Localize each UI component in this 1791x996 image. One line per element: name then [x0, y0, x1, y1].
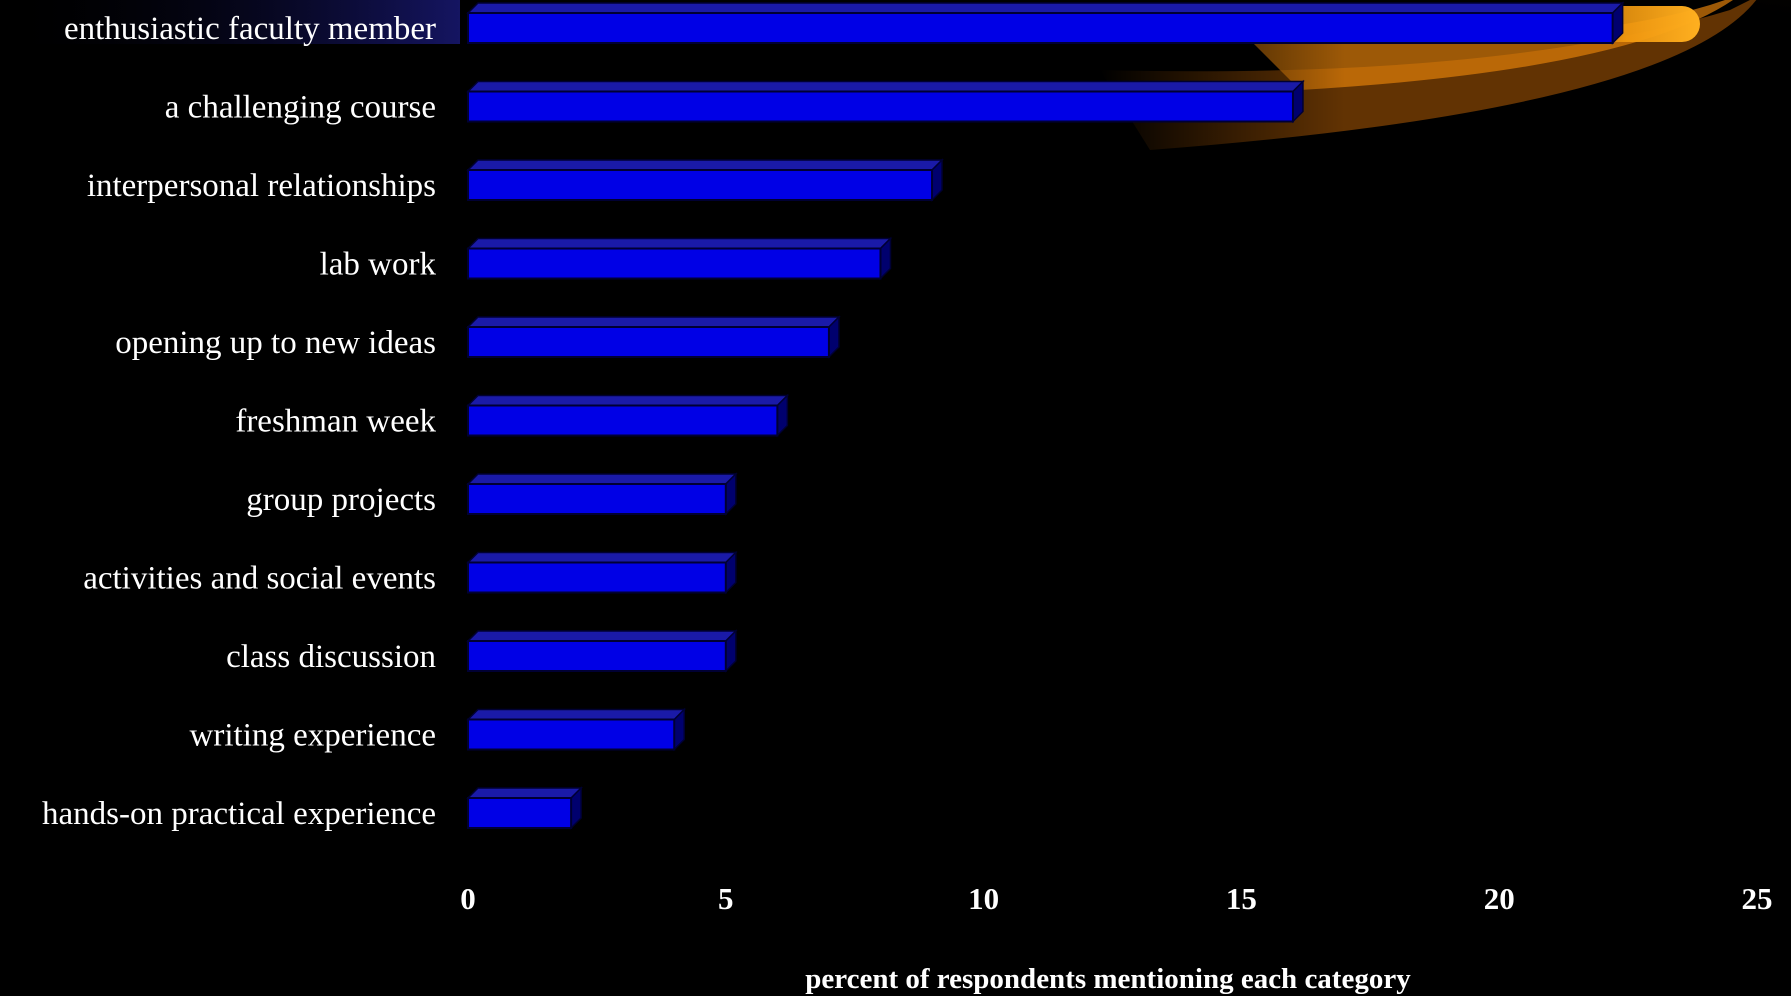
bar-group-projects [466, 472, 738, 516]
x-axis-ticks: 0 5 10 15 20 25 [460, 881, 1772, 916]
bar-interpersonal-relationships [466, 158, 944, 202]
category-label-enthusiastic-faculty-member: enthusiastic faculty member [64, 11, 436, 47]
bar-opening-up-to-new-ideas [466, 315, 841, 359]
bars-group [466, 1, 1625, 830]
x-tick-10: 10 [968, 881, 999, 916]
x-tick-5: 5 [718, 881, 734, 916]
bar-writing-experience [466, 707, 687, 752]
bar-a-challenging-course [466, 79, 1305, 124]
x-axis-title: percent of respondents mentioning each c… [805, 963, 1411, 995]
x-tick-15: 15 [1226, 881, 1257, 916]
category-label-a-challenging-course: a challenging course [165, 90, 436, 126]
x-tick-0: 0 [460, 881, 476, 916]
x-tick-25: 25 [1742, 881, 1773, 916]
bar-hands-on-practical-experience [466, 786, 583, 830]
bar-enthusiastic-faculty-member [466, 1, 1625, 45]
category-label-group-projects: group projects [246, 482, 436, 518]
category-labels: enthusiastic faculty member a challenging… [42, 11, 436, 832]
category-label-opening-up-to-new-ideas: opening up to new ideas [115, 325, 436, 361]
category-label-class-discussion: class discussion [226, 639, 436, 675]
bar-lab-work [466, 236, 893, 281]
x-tick-20: 20 [1484, 881, 1515, 916]
bar-freshman-week [466, 393, 790, 438]
bar-activities-and-social-events [466, 550, 738, 595]
category-label-lab-work: lab work [320, 247, 437, 283]
category-label-freshman-week: freshman week [235, 404, 436, 440]
bar-class-discussion [466, 629, 738, 673]
category-label-writing-experience: writing experience [190, 718, 436, 754]
category-label-activities-and-social-events: activities and social events [83, 561, 436, 597]
category-label-hands-on-practical-experience: hands-on practical experience [42, 796, 436, 832]
category-label-interpersonal-relationships: interpersonal relationships [87, 168, 436, 204]
